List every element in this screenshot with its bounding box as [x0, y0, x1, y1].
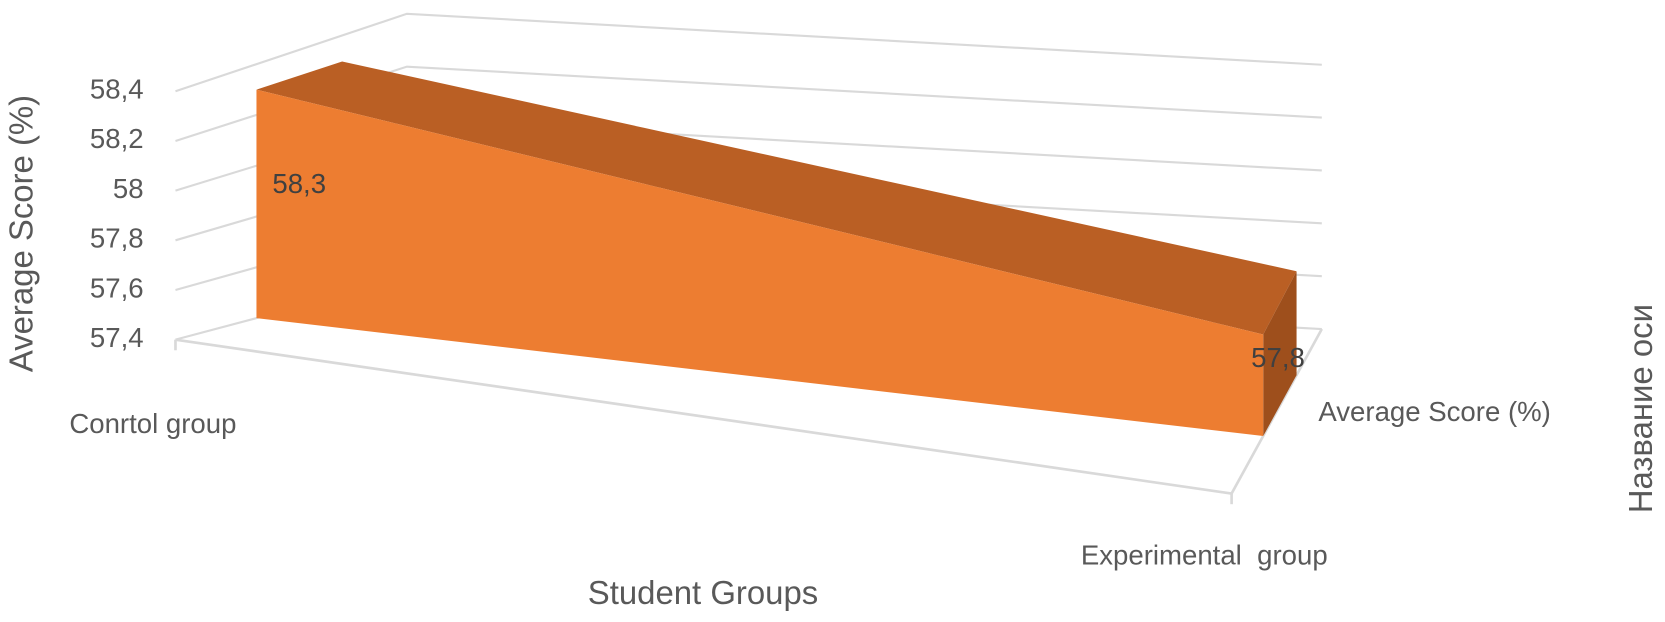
y-tick-label: 57,8	[90, 223, 144, 254]
grid-line	[175, 12, 1322, 93]
area-front-face	[256, 89, 1264, 437]
data-label: 58,3	[272, 168, 326, 199]
y-tick-label: 58,2	[90, 123, 144, 154]
y-tick-label: 57,4	[90, 322, 144, 353]
x-tick-label: Experimental group	[1081, 540, 1328, 571]
x-axis-title: Student Groups	[588, 574, 818, 611]
grid-line	[175, 65, 1322, 142]
y-axis-title: Average Score (%)	[2, 95, 39, 372]
x-tick-label: Conrtol group	[69, 408, 236, 439]
y-tick-label: 58,4	[90, 74, 144, 105]
area-side-face	[1263, 271, 1297, 437]
depth-axis-title: Название оси	[1622, 304, 1659, 513]
area-top-face	[256, 61, 1297, 335]
y-tick-label: 57,6	[90, 272, 144, 303]
data-label: 57,8	[1251, 342, 1305, 373]
series-label: Average Score (%)	[1318, 396, 1550, 427]
y-tick-label: 58	[113, 173, 144, 204]
